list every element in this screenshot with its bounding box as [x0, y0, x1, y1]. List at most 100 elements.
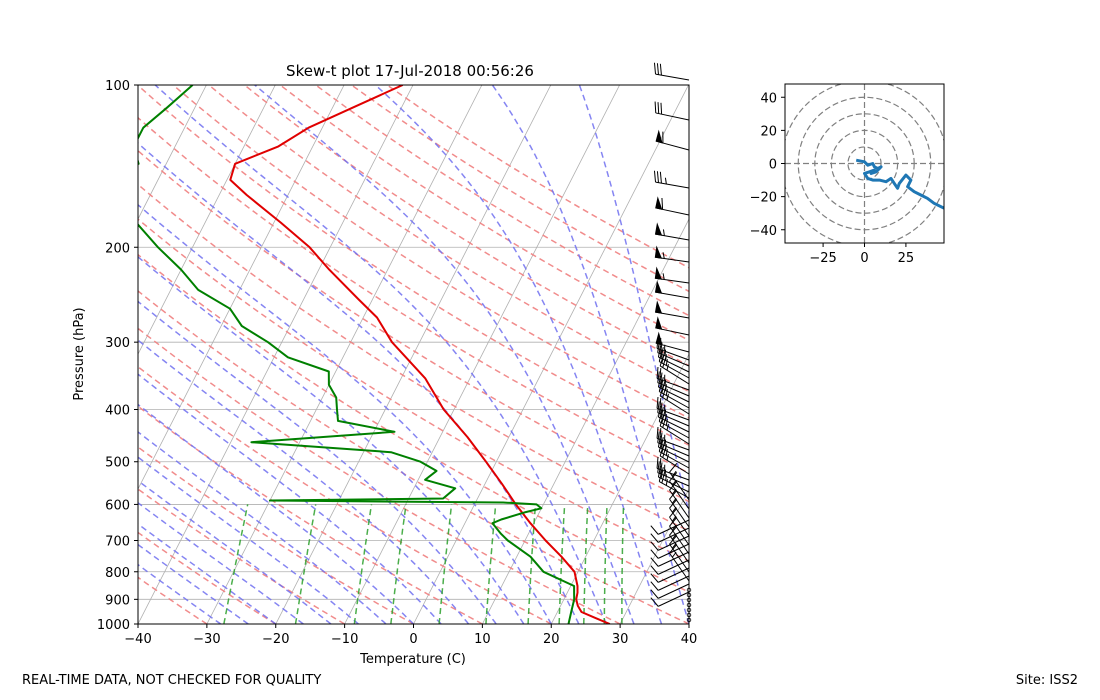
- wind-barb: [653, 62, 690, 81]
- x-tick-label: −40: [124, 632, 151, 647]
- dry-adiabat: [138, 446, 414, 624]
- wind-barb: [655, 196, 690, 216]
- hodograph-y-tick-label: −40: [750, 224, 777, 239]
- hodograph-trace: [855, 158, 944, 210]
- hodograph-y-tick-label: 0: [769, 158, 777, 173]
- calm-wind-marker: [686, 592, 692, 598]
- hodograph-rings: [785, 84, 944, 243]
- wind-barb: [659, 414, 690, 445]
- dry-adiabat: [138, 531, 277, 624]
- moist-adiabat: [138, 523, 277, 624]
- y-tick-label: 700: [105, 535, 130, 550]
- mixing-ratio-line: [294, 504, 317, 624]
- y-tick-label: 500: [105, 456, 130, 471]
- moist-adiabat: [254, 85, 635, 624]
- mixing-ratio-line: [603, 504, 608, 624]
- moist-adiabat: [138, 456, 359, 624]
- hodograph-x-tick-label: 0: [860, 251, 868, 266]
- wind-barbs: [650, 62, 692, 623]
- dry-adiabat: [279, 85, 689, 342]
- skewt-axes-ticks: −40 −30 −20 −10 0 10 20 30 40 100 200 300 400 500 600 7…: [97, 79, 697, 647]
- calm-wind-marker: [686, 587, 692, 593]
- mixing-ratio-line: [558, 504, 566, 624]
- moist-adiabat: [138, 339, 470, 624]
- calm-wind-marker: [686, 597, 692, 603]
- temperature-profile: [229, 85, 611, 624]
- wind-barb: [650, 535, 690, 551]
- isotherm-line: [138, 85, 207, 220]
- dry-adiabat: [138, 149, 689, 503]
- moist-adiabat: [138, 203, 552, 624]
- wind-barb: [657, 431, 690, 457]
- mixing-ratio-line: [390, 504, 407, 624]
- wind-barb: [654, 266, 690, 284]
- wind-barb: [650, 551, 690, 567]
- dry-adiabat: [315, 85, 689, 317]
- wind-barb: [657, 461, 690, 487]
- wind-barb: [650, 527, 690, 543]
- calm-wind-marker: [686, 617, 692, 623]
- moist-adiabat: [154, 85, 608, 624]
- skewt-background-lines: [138, 85, 689, 624]
- y-tick-label: 600: [105, 498, 130, 513]
- isotherm-line: [413, 85, 689, 624]
- wind-barb: [659, 384, 690, 415]
- y-tick-label: 800: [105, 566, 130, 581]
- dry-adiabat: [243, 85, 689, 367]
- wind-barb: [650, 519, 690, 535]
- wind-barb: [655, 316, 690, 336]
- x-tick-label: −20: [262, 632, 289, 647]
- moist-adiabat: [138, 142, 580, 624]
- mixing-ratio-line: [527, 504, 537, 624]
- wind-barb: [655, 129, 690, 151]
- hodograph-x-tick-label: 25: [898, 251, 915, 266]
- wind-barb: [657, 371, 690, 397]
- site-label: Site: ISS2: [1015, 673, 1078, 688]
- isotherm-line: [138, 85, 276, 355]
- wind-barb: [650, 575, 690, 591]
- mixing-ratio-line: [223, 504, 249, 624]
- wind-barb: [657, 375, 690, 403]
- x-tick-label: 20: [543, 632, 560, 647]
- hodograph-y-tick-label: 20: [760, 124, 777, 139]
- dry-adiabat: [138, 116, 689, 474]
- moist-adiabat: [138, 479, 332, 624]
- moist-adiabat: [138, 501, 304, 624]
- moist-adiabat: [138, 563, 222, 624]
- hodograph-y-tick-label: −20: [750, 191, 777, 206]
- dry-adiabat: [138, 365, 552, 624]
- hodograph-ticks: −25 0 25 40 20 0 −20 −40: [750, 91, 915, 266]
- dry-adiabat: [138, 290, 689, 624]
- wind-barb: [654, 280, 690, 299]
- y-tick-label: 1000: [97, 618, 130, 633]
- x-tick-label: −10: [331, 632, 358, 647]
- wind-barb: [659, 444, 690, 475]
- dry-adiabat: [138, 576, 208, 624]
- mixing-ratio-line: [583, 504, 589, 624]
- hodograph-x-tick-label: −25: [809, 251, 836, 266]
- isotherm-line: [138, 85, 345, 490]
- moist-adiabat: [138, 431, 387, 624]
- wind-barb: [650, 559, 690, 575]
- dry-adiabat: [208, 85, 689, 393]
- wind-barb: [654, 222, 690, 241]
- wind-barb: [654, 245, 690, 263]
- calm-wind-marker: [686, 612, 692, 618]
- wind-barb: [657, 401, 690, 427]
- hodograph-y-tick-label: 40: [760, 91, 777, 106]
- y-tick-label: 200: [105, 241, 130, 256]
- dry-adiabat: [138, 253, 689, 593]
- y-tick-label: 400: [105, 404, 130, 419]
- y-axis-label: Pressure (hPa): [72, 307, 87, 400]
- calm-wind-marker: [686, 607, 692, 613]
- mixing-ratio-line: [485, 504, 497, 624]
- dry-adiabat: [138, 218, 689, 562]
- dry-adiabat: [350, 85, 689, 293]
- y-tick-label: 100: [105, 79, 130, 94]
- moist-adiabat: [578, 85, 689, 517]
- x-tick-label: 0: [409, 632, 417, 647]
- wind-barb: [654, 101, 690, 121]
- x-tick-label: 10: [474, 632, 491, 647]
- isotherm-line: [344, 85, 620, 624]
